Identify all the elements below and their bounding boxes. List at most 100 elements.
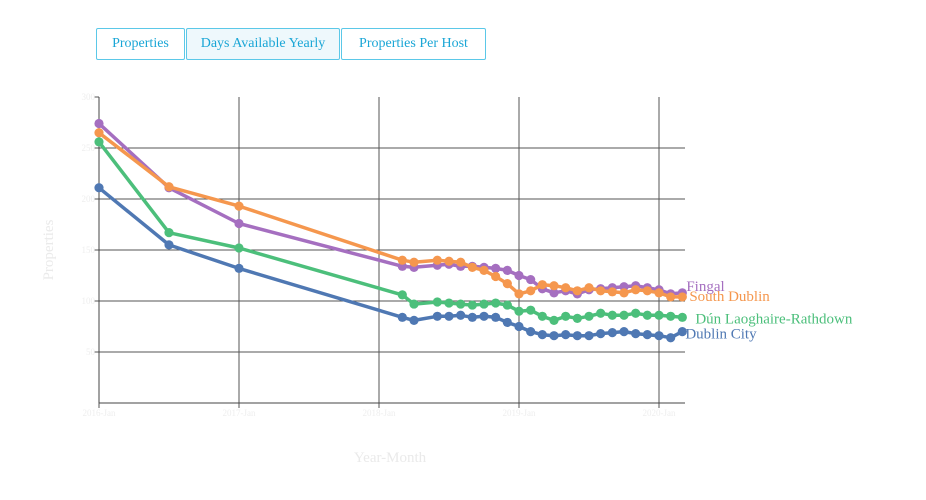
data-point[interactable] [456, 299, 466, 309]
data-point[interactable] [526, 286, 536, 296]
data-point[interactable] [94, 128, 104, 138]
data-point[interactable] [607, 328, 617, 338]
data-point[interactable] [502, 317, 512, 328]
data-point[interactable] [596, 308, 606, 318]
data-point[interactable] [479, 299, 489, 309]
data-point[interactable] [164, 228, 174, 238]
data-point[interactable] [94, 118, 104, 129]
data-point[interactable] [444, 298, 454, 308]
data-point[interactable] [94, 137, 104, 147]
data-point[interactable] [537, 311, 547, 321]
data-point[interactable] [444, 311, 454, 321]
data-point[interactable] [514, 321, 524, 332]
data-point[interactable] [514, 289, 524, 299]
data-point[interactable] [234, 201, 244, 211]
data-point[interactable] [677, 327, 687, 337]
data-point[interactable] [526, 274, 536, 285]
data-point[interactable] [596, 286, 606, 296]
data-point[interactable] [526, 327, 536, 337]
data-point[interactable] [537, 280, 547, 290]
data-point[interactable] [397, 255, 407, 265]
data-point[interactable] [234, 243, 244, 253]
data-point[interactable] [549, 331, 559, 341]
data-point[interactable] [432, 255, 442, 265]
data-point[interactable] [549, 281, 559, 291]
data-point[interactable] [677, 292, 687, 302]
data-point[interactable] [666, 292, 676, 302]
data-point[interactable] [409, 257, 419, 267]
data-point[interactable] [409, 315, 419, 325]
data-point[interactable] [642, 286, 652, 296]
data-point[interactable] [619, 310, 629, 320]
data-point[interactable] [467, 312, 477, 322]
data-point[interactable] [572, 286, 582, 296]
data-point[interactable] [479, 311, 489, 321]
data-point[interactable] [467, 262, 477, 272]
data-point[interactable] [164, 182, 174, 192]
data-point[interactable] [234, 263, 244, 273]
data-point[interactable] [537, 330, 547, 340]
y-tick-label: 50 [86, 347, 96, 357]
tab-properties-per-host[interactable]: Properties Per Host [341, 28, 486, 60]
data-point[interactable] [549, 288, 559, 298]
tab-days-available-yearly[interactable]: Days Available Yearly [186, 28, 340, 60]
tab-properties[interactable]: Properties [96, 28, 185, 60]
series-line [97, 121, 685, 296]
data-point[interactable] [479, 265, 489, 275]
x-tick-label: 2019-Jan [503, 408, 536, 418]
data-point[interactable] [456, 257, 466, 267]
data-point[interactable] [631, 285, 641, 295]
data-point[interactable] [561, 330, 571, 340]
data-point[interactable] [572, 313, 582, 323]
data-point[interactable] [619, 327, 629, 337]
data-point[interactable] [677, 312, 687, 322]
data-point[interactable] [607, 310, 617, 320]
data-point[interactable] [666, 333, 676, 343]
data-point[interactable] [549, 315, 559, 325]
data-point[interactable] [444, 256, 454, 266]
data-point[interactable] [666, 311, 676, 321]
data-point[interactable] [234, 218, 244, 229]
data-point[interactable] [654, 310, 664, 320]
data-point[interactable] [584, 331, 594, 341]
x-tick-label: 2017-Jan [223, 408, 256, 418]
y-tick-label: 200 [82, 194, 96, 204]
data-point[interactable] [502, 279, 512, 289]
data-point[interactable] [514, 270, 524, 281]
data-point[interactable] [502, 265, 512, 275]
data-point[interactable] [584, 311, 594, 321]
data-point[interactable] [572, 331, 582, 341]
data-point[interactable] [397, 312, 407, 322]
data-point[interactable] [491, 312, 501, 322]
data-point[interactable] [491, 263, 501, 273]
data-point[interactable] [432, 311, 442, 321]
data-point[interactable] [584, 283, 594, 293]
data-point[interactable] [491, 271, 501, 282]
data-point[interactable] [94, 183, 104, 193]
data-point[interactable] [432, 297, 442, 307]
data-point[interactable] [631, 308, 641, 318]
data-point[interactable] [654, 288, 664, 298]
x-tick-label: 2016-Jan [83, 408, 116, 418]
data-point[interactable] [642, 310, 652, 320]
data-point[interactable] [164, 240, 174, 250]
data-point[interactable] [619, 288, 629, 298]
data-point[interactable] [491, 298, 501, 308]
data-point[interactable] [456, 310, 466, 320]
data-point[interactable] [409, 299, 419, 309]
data-point[interactable] [642, 330, 652, 340]
data-point[interactable] [631, 329, 641, 339]
series-south-dublin [94, 128, 687, 302]
data-point[interactable] [397, 290, 407, 300]
data-point[interactable] [596, 329, 606, 339]
data-point[interactable] [607, 287, 617, 297]
data-point[interactable] [561, 283, 571, 293]
data-point[interactable] [654, 331, 664, 341]
data-point[interactable] [561, 311, 571, 321]
data-point[interactable] [526, 305, 536, 315]
data-point[interactable] [467, 300, 477, 310]
data-point[interactable] [502, 300, 512, 310]
data-point[interactable] [514, 306, 524, 316]
series-label: Dublin City [685, 327, 757, 343]
